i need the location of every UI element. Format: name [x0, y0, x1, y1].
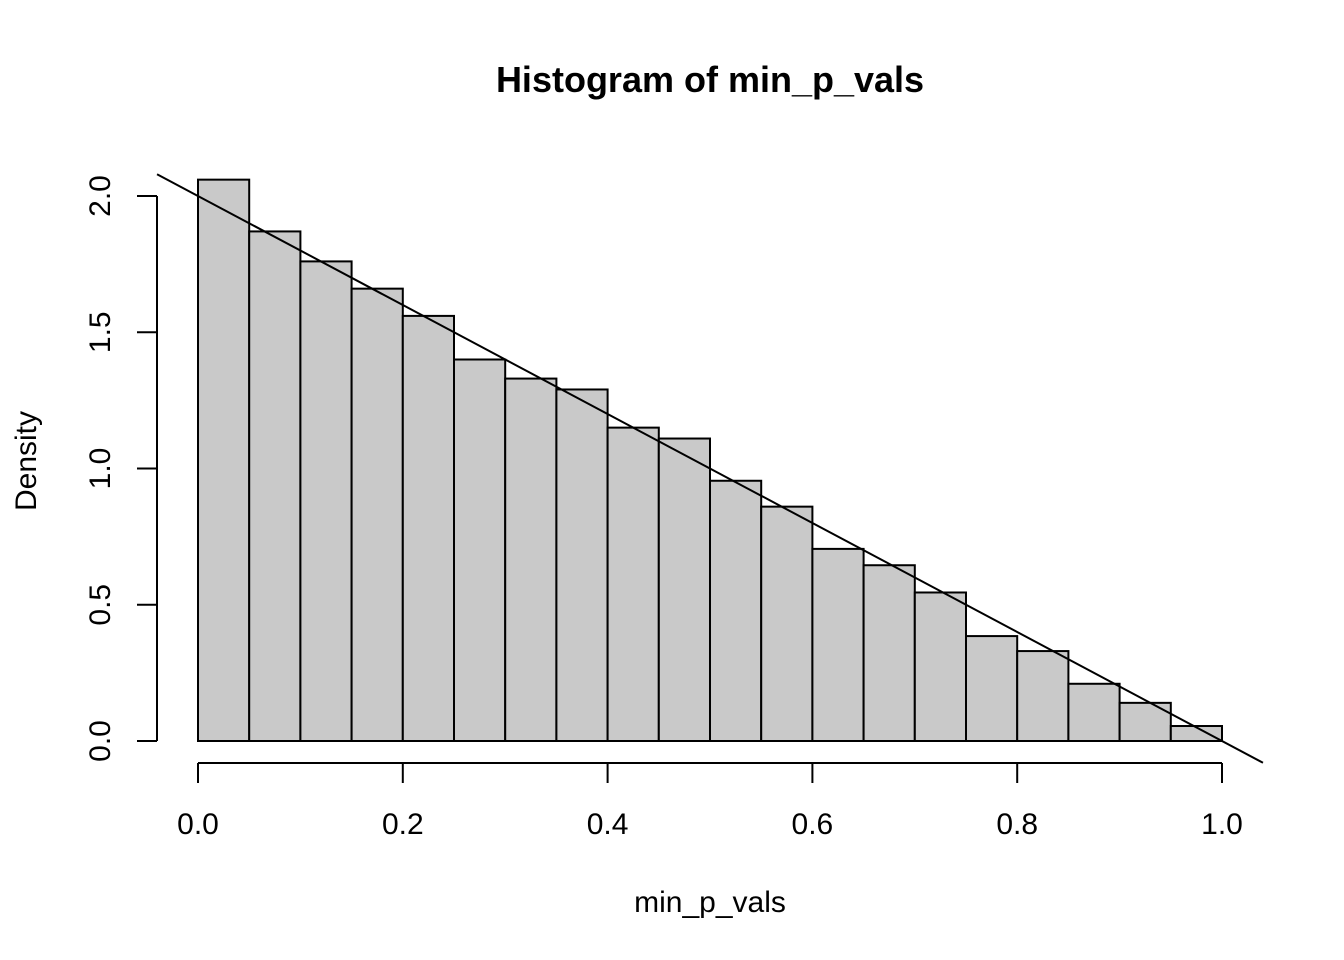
- density-reference-line: [156, 173, 1264, 764]
- x-tick-label: 0.2: [382, 808, 424, 841]
- x-tick-label: 0.4: [587, 808, 629, 841]
- histogram-bars: [197, 178, 1224, 743]
- histogram-bar: [1016, 650, 1070, 743]
- histogram-bar: [248, 230, 302, 743]
- histogram-bar: [657, 437, 711, 742]
- histogram-bar: [1067, 682, 1121, 743]
- histogram-bar: [760, 505, 814, 742]
- x-axis: 0.0 0.2 0.4 0.6 0.8 1.0: [177, 762, 1243, 841]
- histogram-bar: [555, 388, 609, 742]
- y-axis: 0.0 0.5 1.0 1.5 2.0: [84, 175, 158, 762]
- histogram-bar: [1169, 725, 1224, 743]
- histogram-bar: [862, 564, 916, 742]
- y-tick-label: 0.0: [84, 720, 117, 762]
- histogram-bar: [197, 178, 251, 742]
- histogram-bar: [453, 358, 507, 742]
- histogram-bar: [913, 591, 967, 742]
- y-tick-label: 1.5: [84, 311, 117, 353]
- x-tick-label: 0.6: [792, 808, 834, 841]
- x-tick-label: 1.0: [1201, 808, 1243, 841]
- histogram-bar: [504, 377, 558, 742]
- y-tick-label: 2.0: [84, 175, 117, 217]
- histogram-bar: [606, 426, 660, 742]
- histogram-bar: [709, 479, 763, 742]
- x-tick-label: 0.8: [996, 808, 1038, 841]
- chart-title: Histogram of min_p_vals: [496, 59, 924, 100]
- histogram-bar: [965, 635, 1019, 743]
- histogram-bar: [811, 547, 865, 743]
- histogram-bar: [401, 314, 455, 742]
- y-tick-label: 0.5: [84, 584, 117, 626]
- x-tick-label: 0.0: [177, 808, 219, 841]
- x-axis-label: min_p_vals: [634, 886, 786, 919]
- histogram-bar: [299, 260, 353, 742]
- y-axis-label: Density: [10, 411, 43, 511]
- histogram-bar: [350, 287, 404, 742]
- reference-line: [156, 173, 1264, 764]
- y-tick-label: 1.0: [84, 448, 117, 490]
